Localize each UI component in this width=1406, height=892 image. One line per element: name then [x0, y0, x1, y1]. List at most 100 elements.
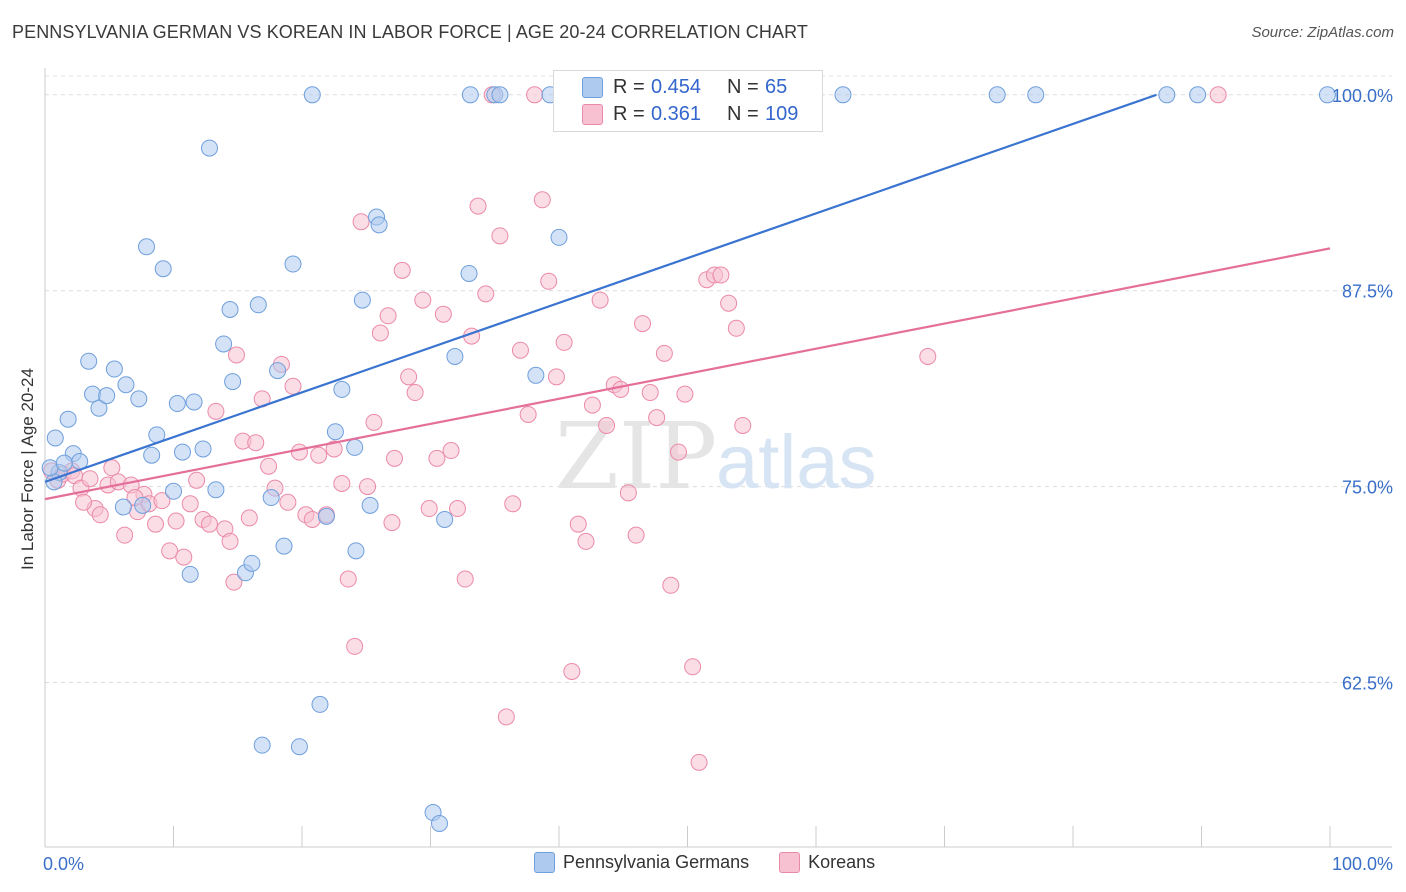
- korean-point: [333, 474, 351, 492]
- korean-point: [504, 495, 522, 513]
- pennsylvania-german-point: [1027, 86, 1045, 104]
- pennsylvania-german-point: [988, 86, 1006, 104]
- korean-point: [207, 402, 225, 420]
- pennsylvania-german-point: [326, 423, 344, 441]
- legend-row-koreans: R = 0.361 N = 109: [582, 101, 798, 127]
- pennsylvania-german-point: [215, 335, 233, 353]
- korean-point: [619, 484, 637, 502]
- y-tick-label: 87.5%: [1342, 282, 1393, 302]
- korean-point: [456, 570, 474, 588]
- korean-point: [240, 509, 258, 527]
- pennsylvania-german-point: [303, 86, 321, 104]
- x-tick-label: 100.0%: [1332, 854, 1393, 874]
- pennsylvania-german-point: [353, 291, 371, 309]
- pennsylvania-german-point: [194, 440, 212, 458]
- tick-labels: 62.5% 75.0% 87.5% 100.0% 0.0% 100.0%: [43, 86, 1393, 874]
- korean-point: [365, 413, 383, 431]
- legend-n-value: 109: [765, 102, 799, 125]
- korean-point: [1209, 86, 1227, 104]
- pennsylvania-german-point: [253, 736, 271, 754]
- pennsylvania-german-point: [262, 489, 280, 507]
- korean-point: [325, 440, 343, 458]
- legend-swatch-blue: [534, 852, 555, 873]
- pennsylvania-german-point: [134, 496, 152, 514]
- pennsylvania-german-point: [290, 738, 308, 756]
- korean-point: [583, 396, 601, 414]
- pennsylvania-german-point: [1318, 86, 1336, 104]
- stats-legend: R = 0.454 N = 65 R = 0.361 N = 109: [553, 70, 823, 132]
- korean-point: [91, 506, 109, 524]
- korean-point: [676, 385, 694, 403]
- pennsylvania-german-point: [114, 498, 132, 516]
- korean-point: [175, 548, 193, 566]
- pennsylvania-german-point: [207, 481, 225, 499]
- y-tick-label: 75.0%: [1342, 478, 1393, 498]
- pennsylvania-german-point: [243, 554, 261, 572]
- pennsylvania-german-point: [80, 352, 98, 370]
- pennsylvania-german-point: [361, 496, 379, 514]
- korean-point: [526, 86, 544, 104]
- korean-point: [227, 346, 245, 364]
- pennsylvania-german-point: [284, 255, 302, 273]
- legend-n-value: 65: [765, 75, 788, 98]
- pennsylvania-german-point: [491, 86, 509, 104]
- korean-point: [442, 442, 460, 460]
- korean-point: [569, 515, 587, 533]
- pennsylvania-german-point: [105, 360, 123, 378]
- korean-point: [448, 500, 466, 518]
- pennsylvania-german-point: [527, 366, 545, 384]
- korean-point: [379, 307, 397, 325]
- koreans-trend-line: [44, 247, 1331, 501]
- korean-point: [420, 500, 438, 518]
- korean-point: [547, 368, 565, 386]
- pennsylvania-german-point: [185, 393, 203, 411]
- pennsylvania-germans-points: [41, 86, 1336, 832]
- pennsylvania-german-point: [460, 264, 478, 282]
- trend-lines: [44, 93, 1331, 501]
- korean-point: [386, 449, 404, 467]
- pennsylvania-german-point: [224, 373, 242, 391]
- pennsylvania-german-point: [1158, 86, 1176, 104]
- korean-point: [284, 377, 302, 395]
- pennsylvania-german-point: [430, 814, 448, 832]
- axes: [44, 68, 1392, 848]
- pennsylvania-german-point: [143, 446, 161, 464]
- pennsylvania-german-point: [461, 86, 479, 104]
- korean-point: [247, 434, 265, 452]
- korean-point: [734, 416, 752, 434]
- legend-n-label: N =: [727, 102, 759, 125]
- korean-point: [383, 514, 401, 532]
- gridlines: [45, 75, 1392, 683]
- korean-point: [406, 384, 424, 402]
- korean-point: [81, 470, 99, 488]
- korean-point: [540, 272, 558, 290]
- source-label: Source: ZipAtlas.com: [1251, 24, 1394, 41]
- korean-point: [712, 266, 730, 284]
- x-tick-label: 0.0%: [43, 854, 84, 874]
- korean-point: [477, 285, 495, 303]
- korean-point: [919, 348, 937, 366]
- korean-point: [225, 573, 243, 591]
- pennsylvania-german-point: [84, 385, 102, 403]
- legend-n-label: N =: [727, 75, 759, 98]
- pennsylvania-german-point: [181, 565, 199, 583]
- korean-point: [684, 658, 702, 676]
- pennsylvania-german-point: [221, 300, 239, 318]
- pennsylvania-german-point: [269, 362, 287, 380]
- korean-point: [634, 315, 652, 333]
- korean-point: [359, 478, 377, 496]
- pennsylvania-german-point: [165, 482, 182, 500]
- korean-point: [690, 753, 708, 771]
- korean-point: [727, 319, 745, 337]
- pennsylvania-german-point: [275, 537, 293, 555]
- pennsylvania-german-point: [55, 454, 73, 472]
- korean-point: [260, 457, 278, 475]
- korean-point: [598, 416, 616, 434]
- korean-point: [200, 515, 218, 533]
- y-axis-label: In Labor Force | Age 20-24: [18, 368, 37, 570]
- korean-point: [511, 341, 529, 359]
- korean-point: [103, 459, 121, 477]
- pennsylvania-germans-trend-line: [44, 93, 1157, 483]
- korean-point: [720, 294, 738, 312]
